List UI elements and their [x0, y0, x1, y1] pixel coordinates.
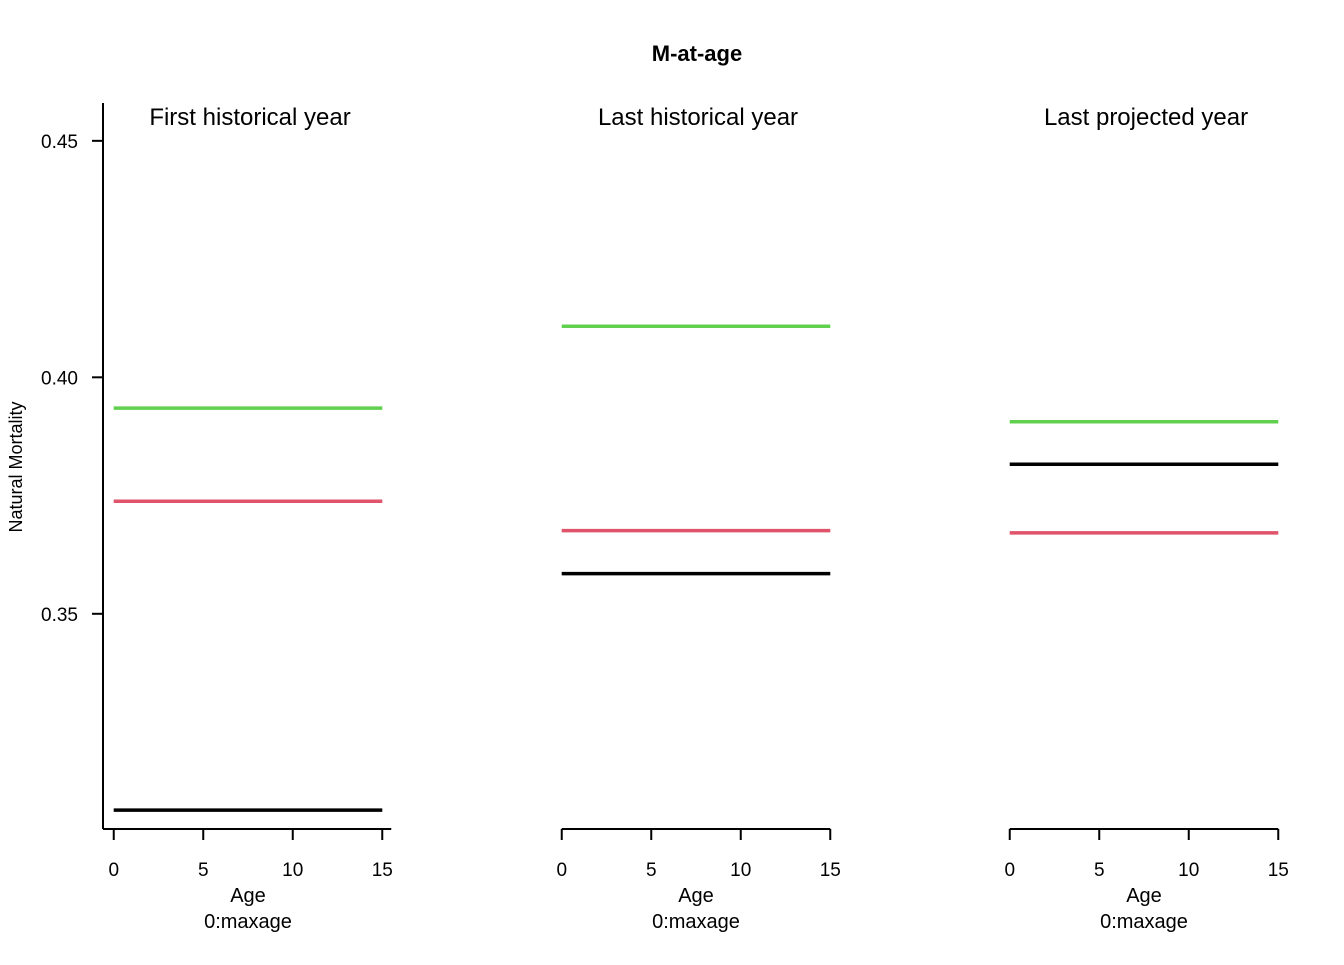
y-tick-label: 0.45	[41, 132, 78, 153]
y-tick-label: 0.35	[41, 605, 78, 626]
panel-1: First historical year 0 5 10 15 Age 0:maxage	[103, 104, 393, 933]
x-tick-label: 0	[556, 860, 567, 881]
x-tick-label: 15	[820, 860, 841, 881]
x-axis-sublabel: 0:maxage	[204, 911, 292, 933]
x-tick-label: 10	[1178, 860, 1199, 881]
panel-2: Last historical year 0 5 10 15 Age 0:maxage	[556, 104, 840, 933]
x-tick-label: 0	[1004, 860, 1015, 881]
y-axis-label: Natural Mortality	[6, 401, 26, 532]
x-tick-label: 10	[282, 860, 303, 881]
x-axis-sublabel: 0:maxage	[1100, 911, 1188, 933]
x-axis-sublabel: 0:maxage	[652, 911, 740, 933]
x-tick-label: 15	[372, 860, 393, 881]
x-tick-label: 0	[108, 860, 119, 881]
panel-title: Last projected year	[1044, 104, 1248, 131]
panel-3: Last projected year 0 5 10 15 Age 0:maxage	[1004, 104, 1288, 933]
x-tick-label: 15	[1268, 860, 1289, 881]
x-tick-label: 5	[198, 860, 209, 881]
y-tick-label: 0.40	[41, 368, 78, 389]
x-axis-label: Age	[1126, 885, 1162, 907]
x-tick-label: 10	[730, 860, 751, 881]
panel-title: Last historical year	[598, 104, 798, 131]
x-axis-label: Age	[230, 885, 266, 907]
x-axis-label: Age	[678, 885, 714, 907]
y-axis: 0.35 0.40 0.45	[41, 103, 104, 829]
chart-title: M-at-age	[652, 41, 742, 66]
x-tick-label: 5	[646, 860, 657, 881]
panel-title: First historical year	[149, 104, 350, 131]
x-tick-label: 5	[1094, 860, 1105, 881]
